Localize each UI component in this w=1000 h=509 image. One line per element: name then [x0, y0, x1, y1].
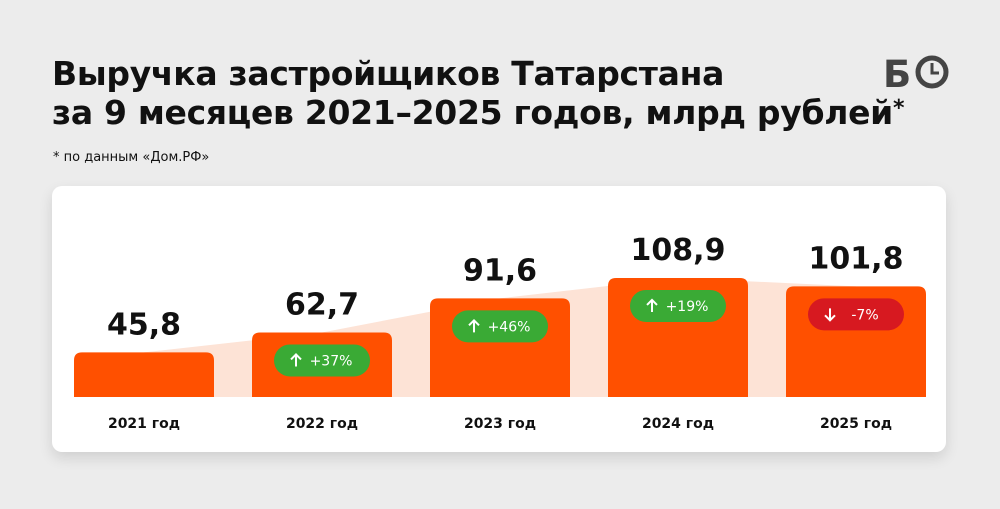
bar-0	[74, 352, 214, 397]
footnote-mark: *	[892, 96, 905, 121]
title-line-1: Выручка застройщиков Татарстана	[52, 54, 725, 93]
category-label-4: 2025 год	[820, 416, 892, 432]
category-label-1: 2022 год	[286, 416, 358, 432]
value-label-1: 62,7	[285, 287, 359, 322]
change-badge-1	[274, 344, 370, 377]
change-label-3: +19%	[666, 299, 709, 315]
logo-clock-ring	[915, 55, 949, 89]
value-label-2: 91,6	[463, 253, 537, 288]
title-line-2-text: за 9 месяцев 2021–2025 годов, млрд рубле…	[52, 93, 893, 132]
category-label-3: 2024 год	[642, 416, 714, 432]
change-label-4: -7%	[851, 307, 878, 323]
arrow-up-icon-2	[468, 318, 480, 333]
arrow-down-icon-4	[824, 308, 836, 322]
bo-logo-icon: Б	[883, 54, 949, 90]
value-label-0: 45,8	[107, 307, 181, 342]
change-badge-3	[630, 289, 726, 322]
category-label-0: 2021 год	[108, 416, 180, 432]
change-label-2: +46%	[488, 319, 531, 335]
arrow-up-icon-1	[290, 353, 302, 367]
change-badge-4	[808, 298, 904, 331]
value-label-3: 108,9	[631, 233, 726, 268]
bar-chart: 45,8 2021 год 62,7 2022 год +37% 91,6 2023 год…	[74, 233, 926, 432]
category-label-2: 2023 год	[464, 416, 536, 432]
arrow-up-icon-3	[646, 298, 658, 312]
chart-subtitle: * по данным «Дом.РФ»	[53, 150, 210, 165]
value-label-4: 101,8	[809, 241, 904, 276]
change-label-1: +37%	[310, 353, 353, 369]
logo-clock-hands	[930, 63, 939, 75]
title-line-2: за 9 месяцев 2021–2025 годов, млрд рубле…	[52, 93, 905, 132]
logo-letter: Б	[883, 54, 911, 90]
change-badge-2	[452, 310, 548, 343]
chart-title: Выручка застройщиков Татарстана за 9 мес…	[52, 54, 905, 132]
chart-card: 45,8 2021 год 62,7 2022 год +37% 91,6 2023 год…	[52, 186, 946, 452]
